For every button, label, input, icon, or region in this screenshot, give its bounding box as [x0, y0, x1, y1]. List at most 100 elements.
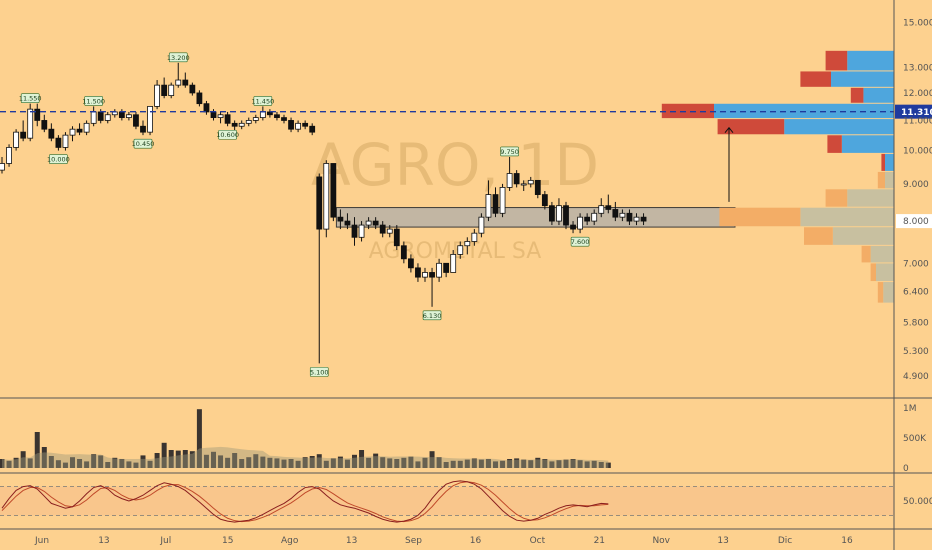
time-tick: 15: [222, 536, 233, 546]
volume-bar: [549, 461, 555, 468]
candles[interactable]: [0, 62, 647, 364]
volume-profile-down-bar: [870, 263, 876, 282]
support-zone[interactable]: [335, 207, 736, 228]
arrow-head: [724, 126, 734, 134]
volume-profile-down-bar: [661, 103, 714, 119]
volume-bar: [182, 450, 188, 468]
oscillator-tick: 50.000: [903, 497, 932, 507]
candle-body: [549, 205, 555, 222]
candle-body: [76, 128, 83, 133]
volume-bar: [500, 460, 506, 468]
time-tick: Oct: [530, 536, 546, 546]
volume-bar: [77, 459, 83, 468]
candle-body: [534, 179, 541, 195]
volume-profile-down-bar: [717, 119, 785, 135]
candle-body: [27, 108, 34, 139]
candle-label-text: 7.600: [571, 238, 590, 246]
candle-label-box: [500, 146, 519, 157]
candle-body: [351, 224, 358, 238]
volume-profile-down-bar: [850, 87, 864, 103]
candle-body: [168, 84, 175, 96]
candle-body: [626, 212, 633, 222]
candle-body: [478, 216, 485, 234]
candle-label-text: 11.550: [19, 95, 42, 103]
volume-bar: [450, 460, 456, 468]
volume-profile-up-bar: [870, 245, 894, 263]
volume-bar: [344, 459, 350, 468]
volume-bar: [359, 450, 365, 468]
candle-body: [415, 267, 421, 278]
candle-body: [126, 114, 132, 118]
volume-bar: [337, 456, 343, 468]
volume-bar: [429, 451, 435, 468]
volume-profile-down-bar: [804, 227, 833, 245]
volume-bar: [493, 461, 498, 468]
candle-body: [0, 163, 5, 171]
volume-bar: [380, 457, 386, 468]
volume-bar: [218, 455, 224, 468]
candle-body: [274, 114, 280, 118]
volume-bar: [161, 442, 167, 468]
candle-body: [224, 114, 231, 124]
candle-body: [492, 194, 499, 214]
volume-bar: [584, 461, 590, 468]
time-tick: Nov: [652, 536, 670, 546]
volume-bar: [352, 454, 357, 468]
price-tick: 13.000: [903, 64, 932, 74]
candle-body: [288, 120, 294, 130]
candle-body: [570, 224, 576, 230]
volume-bar: [34, 432, 40, 468]
current-price-label: 11.310: [901, 108, 932, 118]
candle-body: [133, 114, 139, 127]
candle-body: [90, 111, 97, 124]
volume-bar: [126, 461, 132, 468]
candle-label-box: [309, 367, 329, 377]
volume-tick: 500K: [903, 434, 927, 444]
current-price-badge: [895, 104, 932, 119]
time-tick: Ago: [281, 536, 299, 546]
candle-body: [34, 108, 41, 121]
candle-body: [210, 111, 217, 118]
volume-profile-up-bar: [714, 103, 894, 119]
oscillator-pane: 50.000: [0, 480, 932, 523]
candle-body: [83, 122, 90, 133]
candle-body: [6, 147, 12, 164]
time-tick: Jun: [34, 536, 49, 546]
candle-body: [464, 241, 471, 247]
candle-body: [231, 122, 238, 127]
volume-profile-down-bar: [877, 282, 884, 303]
candle-body: [161, 84, 168, 96]
price-tick: 12.000: [903, 89, 932, 99]
candle-body: [563, 205, 569, 226]
volume-bar: [366, 457, 372, 468]
candle-label-box: [218, 129, 237, 140]
volume-profile-up-bar: [883, 282, 894, 303]
candle-body: [598, 205, 605, 214]
price-tick: 4.900: [903, 372, 929, 382]
price-line[interactable]: 11.310: [0, 104, 932, 119]
price-tick: 10.000: [903, 147, 932, 157]
candle-body: [379, 224, 386, 234]
candle-body: [541, 194, 548, 207]
candle-body: [513, 173, 520, 185]
time-tick: 13: [717, 536, 728, 546]
volume-bar: [521, 459, 527, 468]
candle-body: [147, 105, 153, 133]
volume-bar: [316, 454, 322, 468]
volume-tick: 1M: [903, 404, 917, 414]
volume-bar: [246, 457, 252, 468]
candle-body: [485, 194, 492, 218]
volume-ma-area: [2, 446, 609, 468]
volume-profile-up-bar: [831, 71, 894, 87]
candle-labels: 11.550 10.000 11.500 10.450 13.200 10.600 11.4…: [19, 52, 590, 377]
volume-bar: [556, 460, 562, 468]
volume-bar: [133, 462, 139, 468]
arrow-drawing[interactable]: [724, 126, 734, 202]
volume-bar: [175, 450, 181, 468]
candle-body: [182, 79, 189, 86]
volume-bar: [267, 457, 273, 468]
volume-bar: [0, 459, 5, 468]
candle-body: [203, 103, 210, 113]
